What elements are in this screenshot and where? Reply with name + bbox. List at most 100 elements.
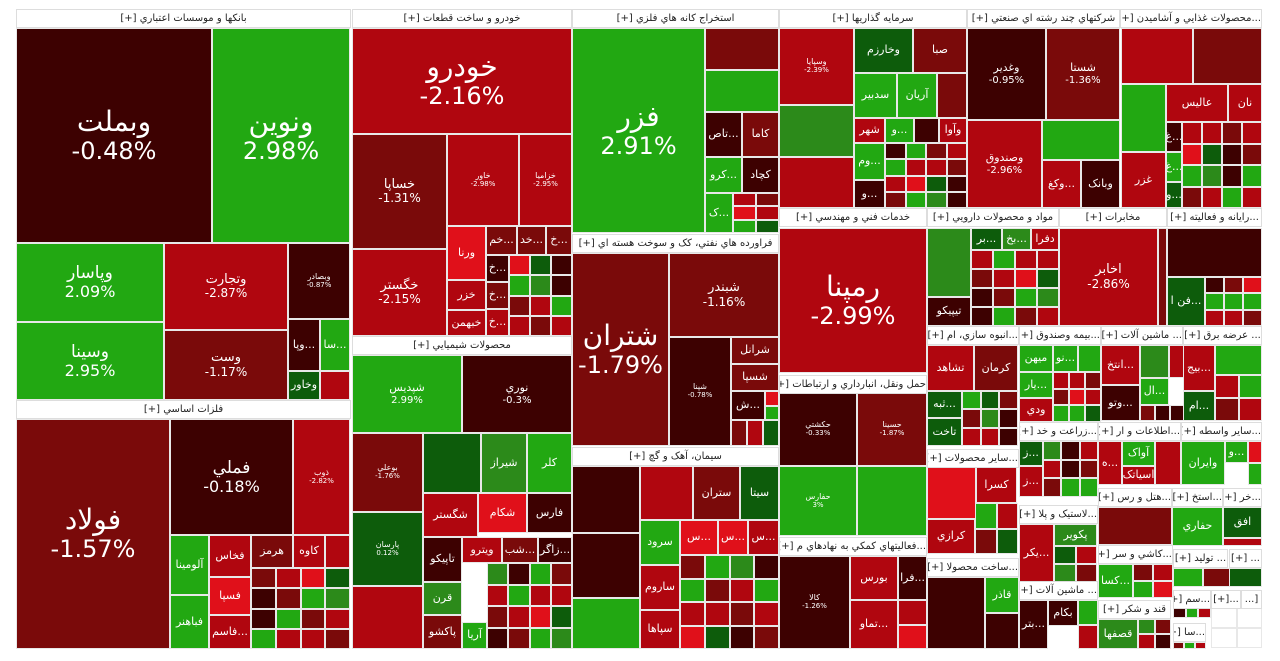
sector-header[interactable]: قند و شکر [+]: [1098, 600, 1171, 619]
sector-header[interactable]: ...محصولات غذايي و آشاميدن [+]: [1120, 9, 1262, 28]
stock-tile-small[interactable]: [1153, 564, 1173, 581]
stock-tile[interactable]: ساروم: [640, 565, 680, 610]
stock-tile[interactable]: وبملت -0.48%: [16, 28, 212, 243]
stock-tile-small[interactable]: [509, 275, 530, 296]
stock-tile[interactable]: ...س: [748, 520, 779, 555]
stock-tile-small[interactable]: [1224, 309, 1243, 326]
stock-tile-small[interactable]: [509, 315, 530, 336]
stock-tile[interactable]: کرازي: [927, 519, 975, 554]
stock-tile-small[interactable]: [1236, 628, 1262, 648]
stock-tile-small[interactable]: [975, 503, 997, 529]
stock-tile[interactable]: ذوب -2.82%: [293, 419, 350, 535]
stock-tile-small[interactable]: [898, 600, 927, 625]
stock-tile[interactable]: ...کسا: [1098, 564, 1133, 598]
sector-header[interactable]: ... توليد [+]: [1173, 549, 1228, 568]
stock-tile-small[interactable]: [551, 275, 572, 296]
stock-tile[interactable]: خبهمن: [447, 310, 486, 336]
stock-tile-small[interactable]: [1015, 307, 1037, 326]
stock-tile-small[interactable]: [729, 602, 755, 626]
stock-tile[interactable]: ...وم: [854, 143, 885, 180]
stock-tile-small[interactable]: [487, 584, 509, 606]
stock-tile-small[interactable]: [1202, 165, 1222, 187]
sector-header[interactable]: شرکتهاي چند رشته اي صنعتي [+]: [967, 9, 1120, 28]
stock-tile-small[interactable]: [275, 568, 301, 589]
stock-tile-small[interactable]: [1079, 441, 1098, 460]
stock-tile-small[interactable]: [550, 563, 572, 585]
stock-tile-small[interactable]: [509, 255, 530, 276]
stock-tile-small[interactable]: [729, 578, 755, 602]
stock-tile-small[interactable]: [1211, 608, 1237, 628]
stock-tile-small[interactable]: [946, 143, 967, 160]
stock-tile[interactable]: خساپا -1.31%: [352, 134, 447, 249]
stock-tile[interactable]: کلر: [527, 433, 572, 493]
stock-tile-small[interactable]: [1173, 568, 1203, 587]
stock-tile[interactable]: ...ز: [1019, 466, 1043, 497]
stock-tile-small[interactable]: [300, 588, 326, 609]
sector-header[interactable]: [...: [1241, 590, 1262, 609]
stock-tile[interactable]: کرمان: [974, 345, 1018, 391]
stock-tile-small[interactable]: [857, 466, 927, 536]
stock-tile-small[interactable]: [1054, 564, 1076, 582]
stock-tile[interactable]: عاليس: [1166, 84, 1228, 122]
stock-tile-small[interactable]: [1037, 307, 1059, 326]
stock-tile[interactable]: قصفها: [1098, 619, 1138, 649]
stock-tile-small[interactable]: [1155, 405, 1170, 421]
stock-tile-small[interactable]: [971, 288, 993, 307]
stock-tile-small[interactable]: [980, 409, 1000, 428]
stock-tile-small[interactable]: [898, 624, 927, 649]
stock-tile[interactable]: وست -1.17%: [164, 330, 288, 400]
sector-header[interactable]: ...کاشي و سر [+]: [1098, 545, 1173, 564]
stock-tile[interactable]: هرمز: [251, 535, 293, 568]
stock-tile[interactable]: فباهنر: [170, 595, 209, 649]
sector-header[interactable]: ...زراعت و خد [+]: [1019, 422, 1098, 441]
stock-tile-small[interactable]: [1075, 546, 1097, 564]
sector-header[interactable]: سرمايه گذاريها [+]: [779, 9, 967, 28]
stock-tile-small[interactable]: [530, 315, 551, 336]
stock-tile-small[interactable]: [1037, 288, 1059, 307]
stock-tile-small[interactable]: [509, 295, 530, 316]
stock-tile[interactable]: سپاها: [640, 610, 680, 649]
stock-tile-small[interactable]: [487, 563, 509, 585]
stock-tile-small[interactable]: [275, 588, 301, 609]
stock-tile-small[interactable]: [704, 578, 730, 602]
stock-tile-small[interactable]: [754, 602, 779, 626]
sector-header[interactable]: ...لاستيک و پلا [+]: [1019, 505, 1098, 524]
stock-tile-small[interactable]: [1242, 186, 1262, 208]
stock-tile-small[interactable]: [1223, 538, 1262, 546]
stock-tile-small[interactable]: [1053, 372, 1069, 389]
stock-tile[interactable]: ...خ: [546, 226, 572, 255]
stock-tile[interactable]: ...س: [718, 520, 748, 555]
stock-tile[interactable]: ...و: [1225, 441, 1248, 463]
stock-tile[interactable]: کالا -1.26%: [779, 556, 850, 649]
stock-tile-small[interactable]: [993, 288, 1015, 307]
stock-tile-small[interactable]: [999, 391, 1018, 410]
stock-tile-small[interactable]: [704, 625, 730, 649]
stock-tile-small[interactable]: [1075, 564, 1097, 582]
stock-tile[interactable]: آواک: [1122, 441, 1155, 466]
stock-tile-small[interactable]: [508, 606, 530, 628]
stock-tile-small[interactable]: [1238, 398, 1262, 421]
stock-tile[interactable]: ورنا: [447, 226, 486, 280]
stock-tile-small[interactable]: [680, 555, 705, 579]
stock-tile-small[interactable]: [1173, 608, 1186, 618]
stock-tile-small[interactable]: [885, 191, 906, 208]
stock-tile-small[interactable]: [1205, 277, 1224, 294]
stock-tile-small[interactable]: [1079, 459, 1098, 479]
stock-tile-small[interactable]: [985, 613, 1019, 649]
stock-tile[interactable]: ...ام: [1183, 391, 1215, 421]
stock-tile-small[interactable]: [680, 578, 705, 602]
stock-tile[interactable]: فولاد -1.57%: [16, 419, 170, 649]
stock-tile-small[interactable]: [325, 568, 350, 589]
stock-tile-small[interactable]: [1243, 293, 1262, 310]
stock-tile-small[interactable]: [275, 608, 301, 629]
stock-tile-small[interactable]: [1193, 28, 1262, 84]
stock-tile[interactable]: بوعلي -1.76%: [352, 433, 423, 512]
stock-tile[interactable]: ...ز: [1019, 441, 1043, 466]
stock-tile[interactable]: خودرو -2.16%: [352, 28, 572, 134]
stock-tile-small[interactable]: [1198, 608, 1211, 618]
stock-tile[interactable]: وپاسار 2.09%: [16, 243, 164, 322]
stock-tile-small[interactable]: [926, 159, 947, 176]
stock-tile[interactable]: شکام: [478, 493, 527, 533]
stock-tile-small[interactable]: [926, 191, 947, 208]
sector-header[interactable]: ...هتل و رس [+]: [1098, 488, 1172, 507]
